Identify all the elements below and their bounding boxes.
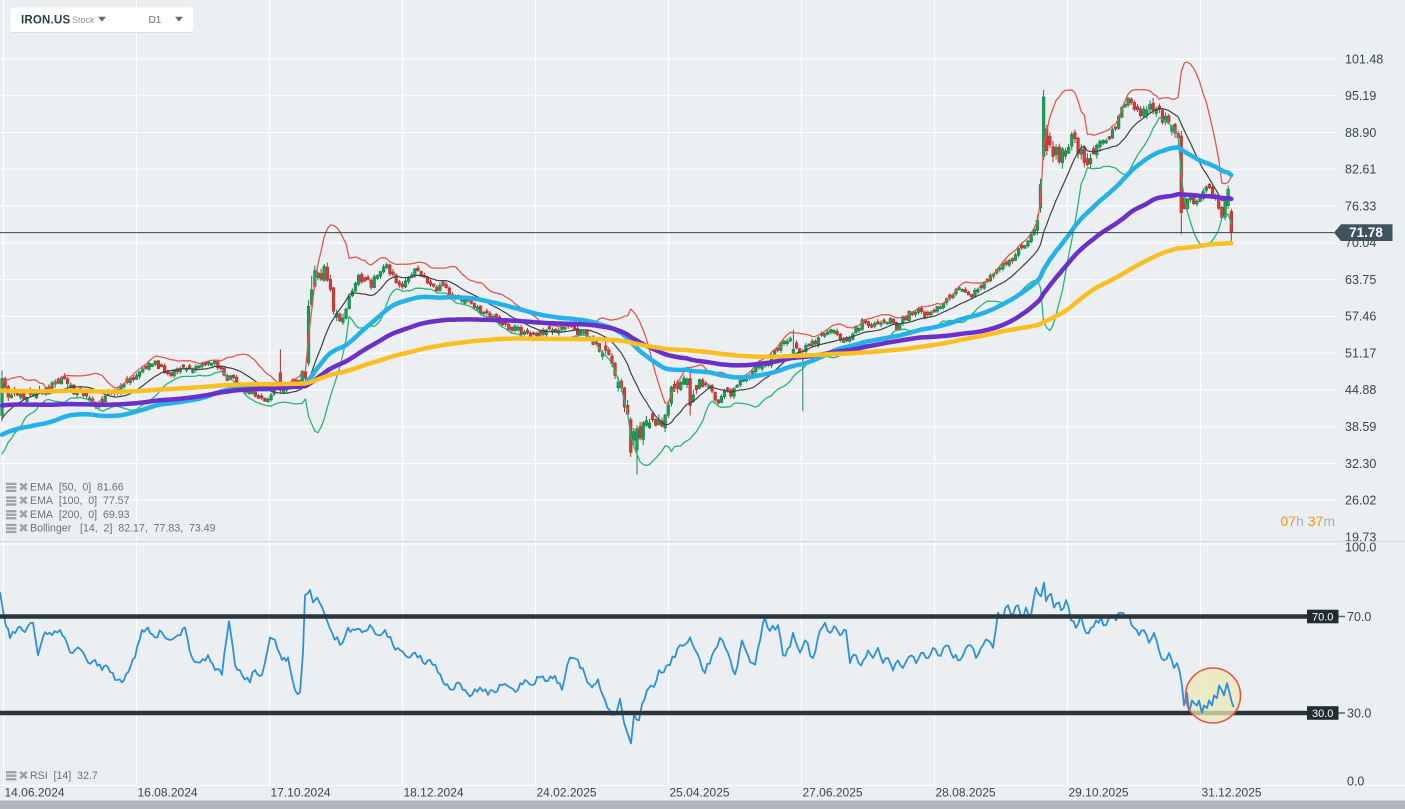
svg-text:95.19: 95.19 (1345, 89, 1376, 103)
svg-text:14.06.2024: 14.06.2024 (5, 786, 65, 800)
svg-text:26.02: 26.02 (1345, 494, 1376, 508)
svg-text:51.17: 51.17 (1345, 347, 1376, 361)
svg-text:30.0: 30.0 (1347, 706, 1371, 720)
svg-text:18.12.2024: 18.12.2024 (404, 786, 464, 800)
svg-text:19.73: 19.73 (1345, 530, 1376, 544)
svg-text:71.78: 71.78 (1349, 225, 1383, 240)
svg-text:07h 37m: 07h 37m (1281, 513, 1336, 529)
svg-text:63.75: 63.75 (1345, 273, 1376, 287)
svg-text:EMA [50, 0] 81.66: EMA [50, 0] 81.66 (30, 482, 124, 494)
svg-text:31.12.2025: 31.12.2025 (1202, 786, 1262, 800)
svg-text:70.0: 70.0 (1312, 611, 1333, 623)
svg-text:IRON.US: IRON.US (21, 15, 70, 27)
svg-text:32.30: 32.30 (1345, 457, 1376, 471)
svg-text:100.0: 100.0 (1345, 540, 1376, 554)
svg-text:38.59: 38.59 (1345, 420, 1376, 434)
svg-text:Bollinger [14, 2] 82.17,: Bollinger [14, 2] 82.17, 77.83, 73.49 (30, 523, 216, 535)
svg-text:28.08.2025: 28.08.2025 (936, 786, 996, 800)
svg-text:88.90: 88.90 (1345, 126, 1376, 140)
svg-text:29.10.2025: 29.10.2025 (1069, 786, 1129, 800)
svg-text:0.0: 0.0 (1347, 774, 1364, 788)
svg-text:101.48: 101.48 (1345, 52, 1383, 66)
svg-text:76.33: 76.33 (1345, 199, 1376, 213)
svg-text:24.02.2025: 24.02.2025 (537, 786, 597, 800)
svg-text:16.08.2024: 16.08.2024 (138, 786, 198, 800)
svg-text:RSI [14] 32.7: RSI [14] 32.7 (30, 770, 98, 782)
svg-text:57.46: 57.46 (1345, 310, 1376, 324)
svg-text:D1: D1 (149, 15, 162, 26)
svg-text:EMA [100, 0] 77.57: EMA [100, 0] 77.57 (30, 495, 130, 507)
svg-text:30.0: 30.0 (1312, 708, 1333, 720)
svg-text:44.88: 44.88 (1345, 383, 1376, 397)
svg-text:25.04.2025: 25.04.2025 (670, 786, 730, 800)
svg-text:70.0: 70.0 (1347, 610, 1371, 624)
svg-text:82.61: 82.61 (1345, 163, 1376, 177)
svg-text:EMA [200, 0] 69.93: EMA [200, 0] 69.93 (30, 509, 130, 521)
svg-text:27.06.2025: 27.06.2025 (803, 786, 863, 800)
svg-text:17.10.2024: 17.10.2024 (271, 786, 331, 800)
svg-text:Stock: Stock (72, 15, 95, 25)
